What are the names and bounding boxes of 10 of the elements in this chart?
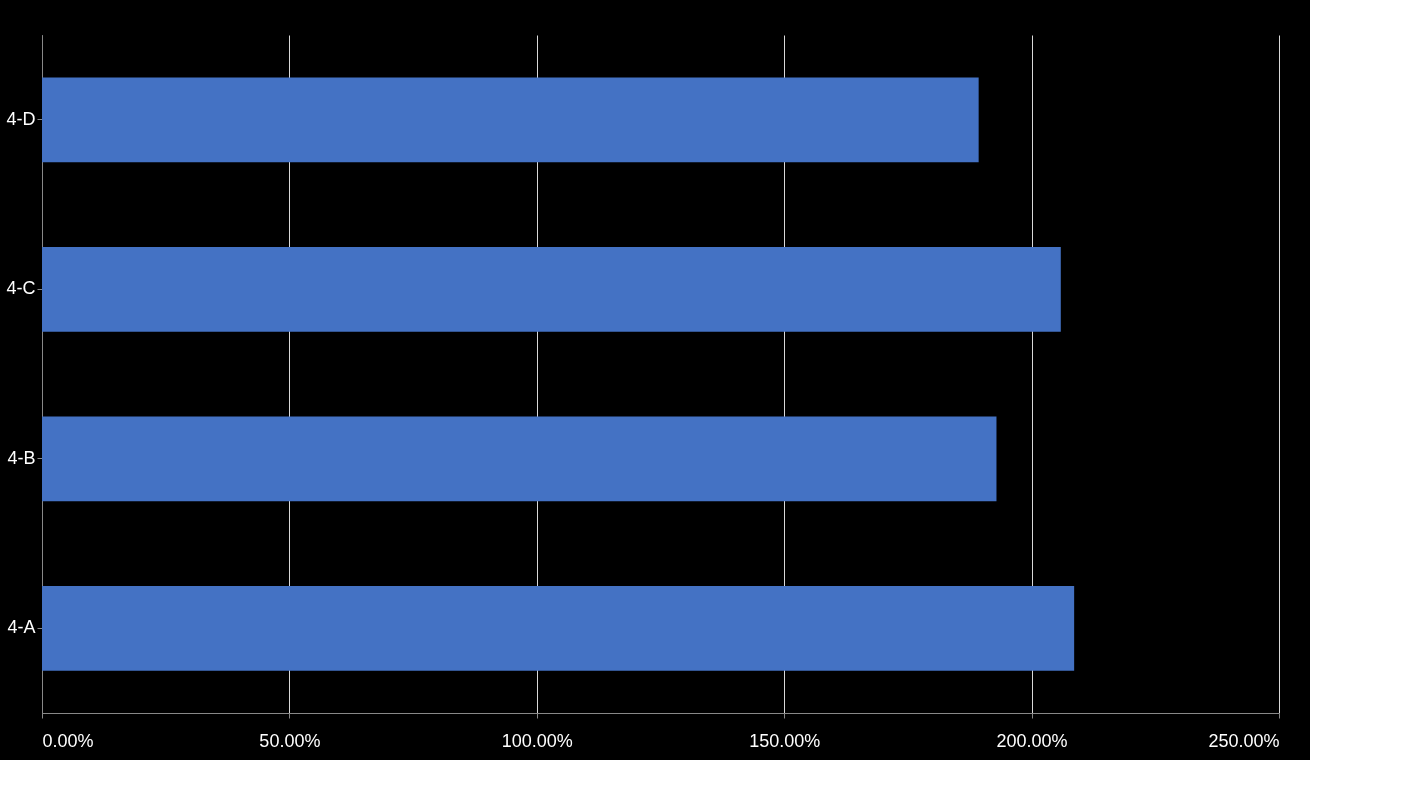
y-tick-label: 4-C [6,278,36,299]
x-tick-label: 50.00% [259,730,321,751]
x-tick-label: 100.00% [501,730,573,751]
x-tick-label: 250.00% [1208,730,1280,751]
y-tick-label: 4-D [6,108,36,129]
x-tick-label: 0.00% [42,730,94,751]
x-tick-label: 200.00% [996,730,1068,751]
y-tick-label: 4-A [7,617,36,638]
x-tick-label: 150.00% [749,730,821,751]
y-tick-label: 4-B [7,447,36,468]
